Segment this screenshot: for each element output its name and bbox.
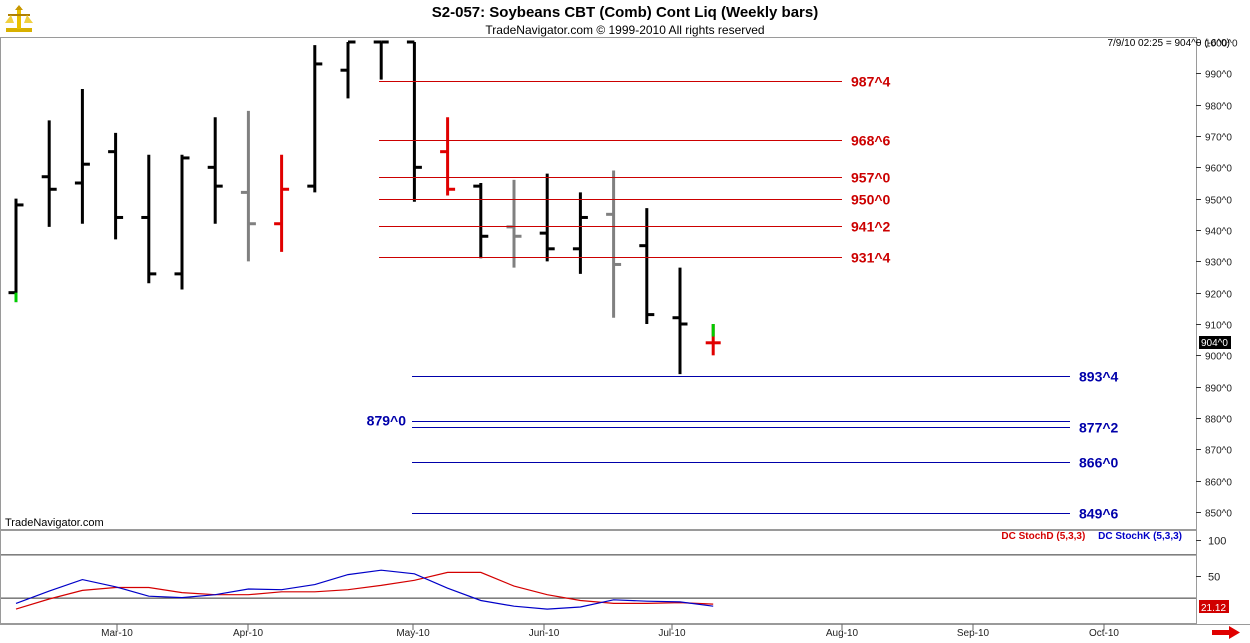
price-bar — [141, 154, 157, 284]
price-axis-label: 920^0 — [1205, 290, 1232, 301]
stoch-axis-label: 50 — [1208, 572, 1220, 584]
date-axis[interactable]: Mar-10 Apr-10 May-10 Jun-10 Jul-10 Aug-10 Sep-… — [101, 628, 1119, 639]
price-bar — [639, 208, 655, 324]
legend-stochk[interactable]: DC StochK (5,3,3) — [1098, 531, 1182, 542]
date-axis-label: May-10 — [396, 628, 430, 639]
price-axis-label: 1000^0 — [1205, 39, 1238, 50]
price-chart-area[interactable] — [8, 40, 1105, 630]
level-label: 893^4 — [1079, 369, 1119, 385]
price-bar — [440, 117, 456, 196]
price-bar — [207, 117, 223, 224]
price-axis-label: 850^0 — [1205, 509, 1232, 520]
price-axis-label: 910^0 — [1205, 321, 1232, 332]
price-bar — [672, 267, 688, 375]
copyright-line: TradeNavigator.com © 1999-2010 All right… — [485, 23, 765, 37]
price-bar — [108, 132, 124, 240]
price-axis-label: 890^0 — [1205, 384, 1232, 395]
price-bar — [240, 110, 256, 262]
chart-title: S2-057: Soybeans CBT (Comb) Cont Liq (We… — [431, 4, 819, 21]
date-axis-label: Jun-10 — [529, 628, 560, 639]
price-bar — [373, 40, 389, 80]
date-axis-label: Aug-10 — [826, 628, 859, 639]
price-bar — [340, 40, 356, 99]
legend-stochd[interactable]: DC StochD (5,3,3) — [1001, 531, 1086, 542]
price-axis-label: 990^0 — [1205, 70, 1232, 81]
price-axis-label: 980^0 — [1205, 102, 1232, 113]
price-axis[interactable]: 850^0 860^0 870^0 880^0 890^0 900^0 910^0 920^0… — [1196, 39, 1238, 520]
level-label: 950^0 — [851, 192, 891, 208]
price-axis-label: 870^0 — [1205, 446, 1232, 457]
date-axis-label: Sep-10 — [957, 628, 990, 639]
level-label: 877^2 — [1079, 420, 1119, 436]
last-price-badge — [1199, 336, 1231, 349]
price-bar — [174, 154, 190, 290]
price-bar — [307, 45, 323, 193]
price-bar — [74, 89, 90, 224]
last-price-label: 904^0 — [1201, 338, 1228, 349]
price-axis-label: 940^0 — [1205, 227, 1232, 238]
price-bar — [274, 154, 290, 252]
date-axis-label: Oct-10 — [1089, 628, 1119, 639]
level-label: 941^2 — [851, 219, 891, 235]
indicator-legend: DC StochD (5,3,3) DC StochK (5,3,3) — [1001, 531, 1182, 542]
level-label: 968^6 — [851, 133, 891, 149]
last-update-stamp: 7/9/10 02:25 = 904^0 (-6^0) — [1107, 38, 1230, 49]
price-bar — [539, 173, 555, 262]
price-bar — [41, 120, 57, 227]
price-bar — [572, 192, 588, 274]
price-axis-label: 900^0 — [1205, 352, 1232, 363]
price-bar — [705, 324, 721, 356]
level-label: 849^6 — [1079, 506, 1119, 522]
price-axis-label: 860^0 — [1205, 478, 1232, 489]
price-axis-label: 950^0 — [1205, 196, 1232, 207]
date-axis-label: Apr-10 — [233, 628, 263, 639]
stochastic-panel[interactable]: 100 50 21.12 — [1, 536, 1229, 615]
price-bar — [473, 183, 489, 259]
stoch-last-badge — [1199, 600, 1229, 613]
level-label: 879^0 — [367, 413, 407, 429]
watermark-label: TradeNavigator.com — [5, 517, 104, 529]
date-axis-label: Jul-10 — [658, 628, 686, 639]
stochd-line — [15, 571, 714, 610]
price-axis-label: 880^0 — [1205, 415, 1232, 426]
level-label: 987^4 — [851, 74, 891, 90]
stochk-line — [15, 569, 714, 610]
level-label: 931^4 — [851, 250, 891, 266]
stoch-last-label: 21.12 — [1201, 603, 1226, 614]
date-axis-label: Mar-10 — [101, 628, 133, 639]
trade-navigator-logo-icon[interactable] — [3, 3, 35, 35]
price-axis-label: 930^0 — [1205, 258, 1232, 269]
price-axis-label: 960^0 — [1205, 164, 1232, 175]
level-label: 866^0 — [1079, 455, 1119, 471]
price-bar — [406, 40, 422, 202]
scroll-right-arrow-icon[interactable] — [1211, 626, 1241, 639]
stoch-axis-label: 100 — [1208, 536, 1226, 548]
price-bar — [8, 198, 24, 303]
price-levels: 987^4 968^6 957^0 950^0 941^2 931^4 893^4 879^0… — [367, 74, 1119, 522]
level-label: 957^0 — [851, 170, 891, 186]
price-axis-label: 970^0 — [1205, 133, 1232, 144]
price-bar — [606, 170, 622, 318]
